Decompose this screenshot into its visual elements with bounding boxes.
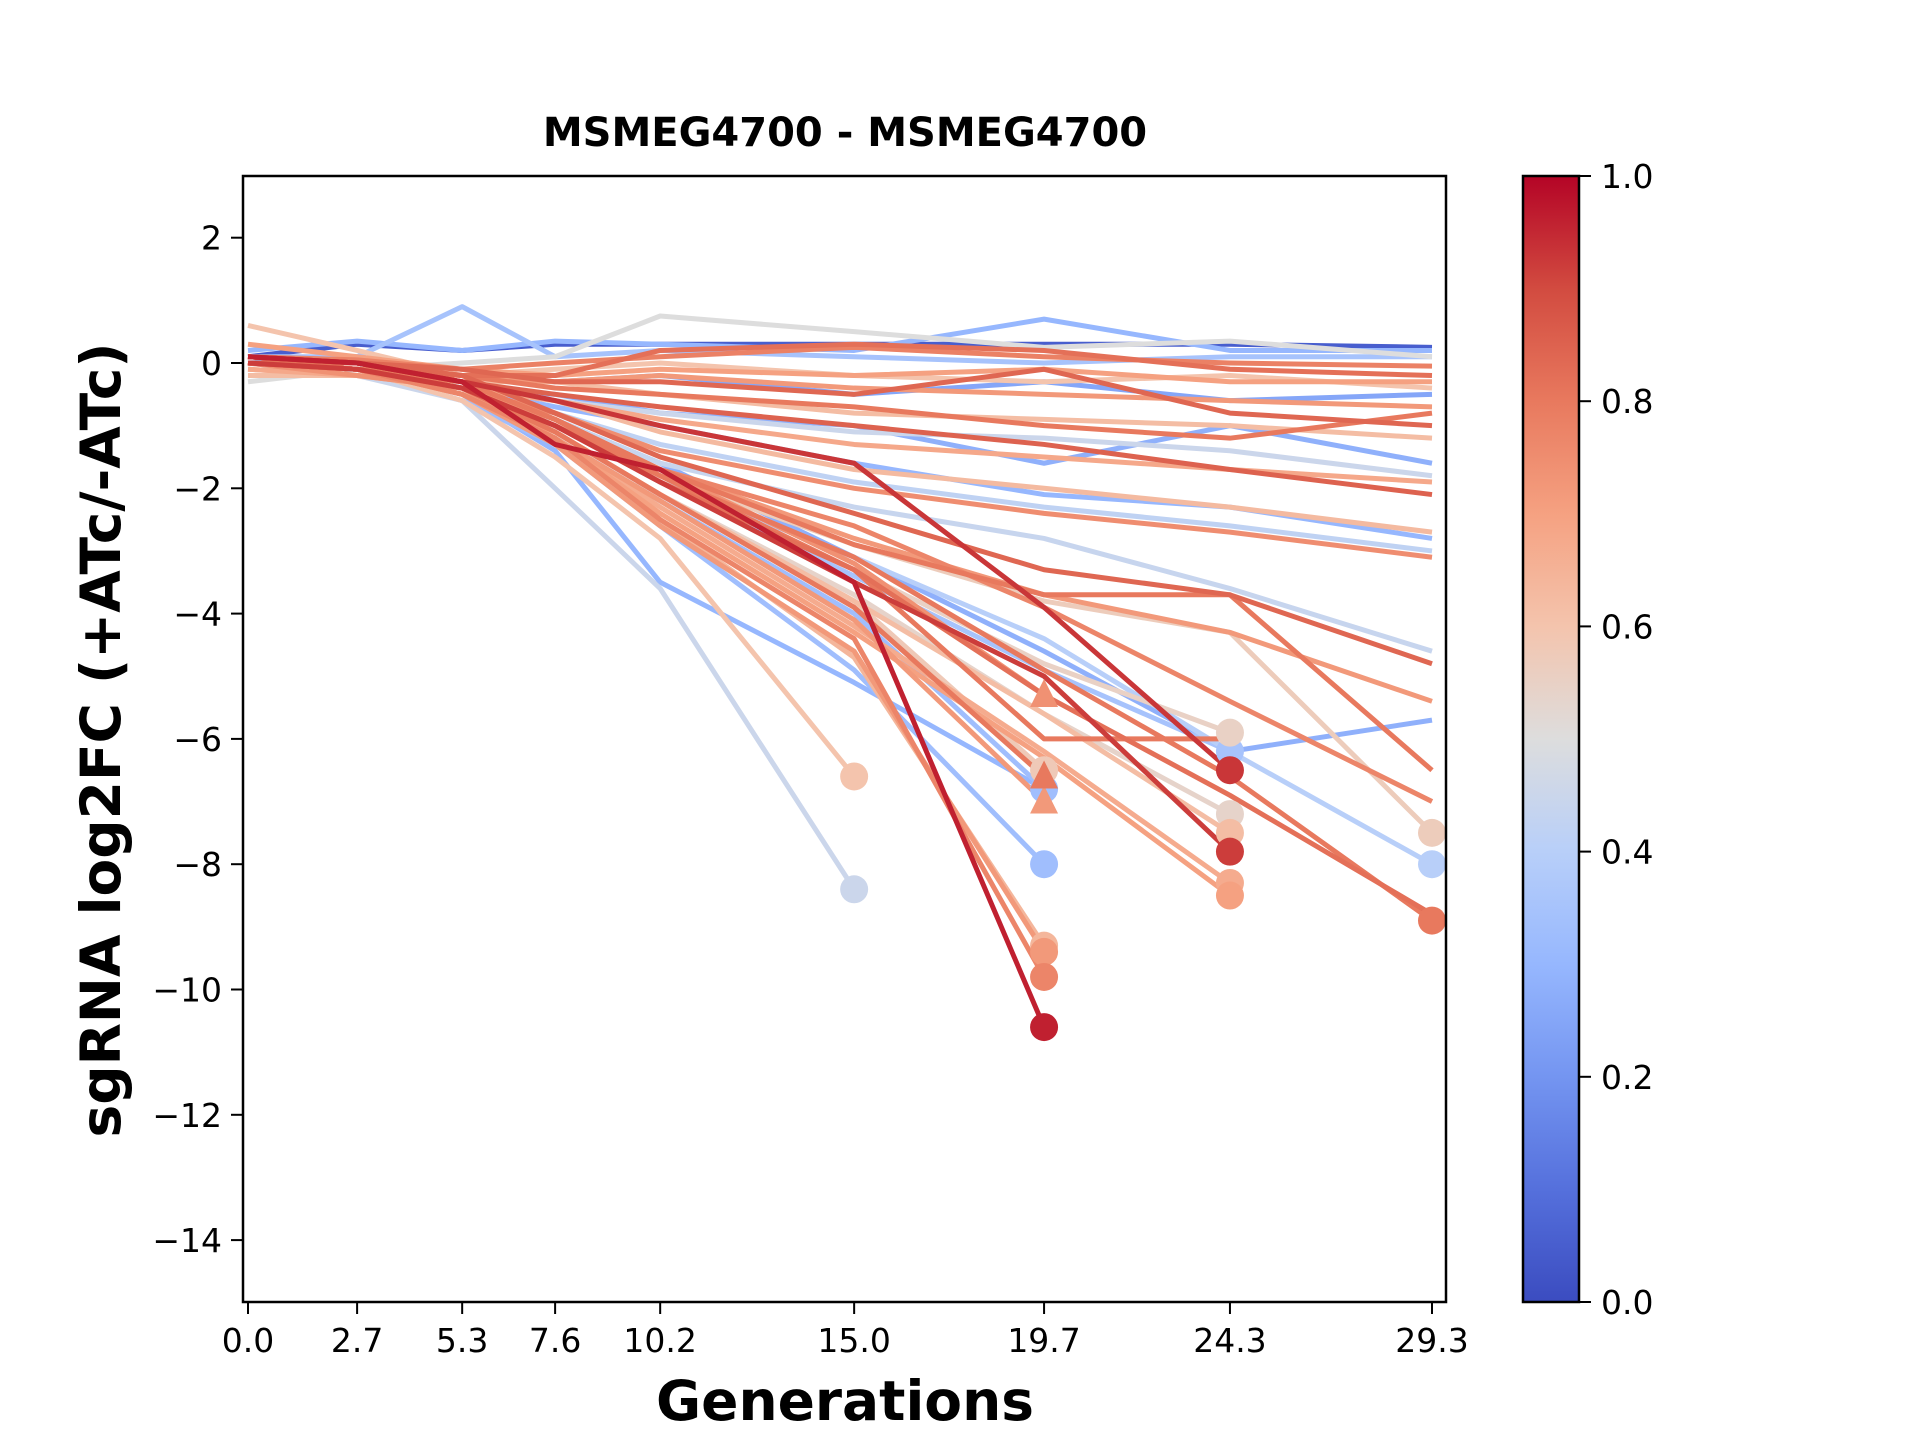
series-line xyxy=(247,360,1232,854)
endpoint-circle-marker xyxy=(1030,962,1059,991)
endpoint-circle-marker xyxy=(1030,850,1059,879)
endpoint-triangle-marker xyxy=(1030,679,1059,708)
y-tick-label: 2 xyxy=(201,219,222,258)
endpoint-circle-marker xyxy=(840,762,869,791)
x-tick-label: 24.3 xyxy=(1193,1321,1266,1360)
y-tick-label: −12 xyxy=(152,1096,222,1135)
x-tick-label: 7.6 xyxy=(529,1321,581,1360)
y-axis-label: sgRNA log2FC (+ATc/-ATc) xyxy=(69,342,133,1137)
endpoint-circle-marker xyxy=(840,875,869,904)
endpoint-circle-marker xyxy=(1418,818,1446,847)
endpoint-circle-marker xyxy=(1215,881,1244,910)
colorbar-tick-label: 0.8 xyxy=(1601,382,1653,421)
series-line xyxy=(248,304,1432,366)
x-axis: 0.0 2.7 5.3 7.6 10.2 15.0 19.7 24.3 29.3 xyxy=(222,1302,1469,1360)
endpoint-triangle-marker xyxy=(1030,760,1059,789)
colorbar-ticks: 0.0 0.2 0.4 0.6 0.8 1.0 xyxy=(1579,157,1653,1322)
x-tick-label: 15.0 xyxy=(817,1321,890,1360)
endpoint-circle-marker xyxy=(1215,718,1244,747)
y-axis: 2 0 −2 −4 −6 −8 −10 −12 −14 xyxy=(152,219,243,1260)
x-tick-label: 2.7 xyxy=(331,1321,383,1360)
series-line xyxy=(247,354,1047,1029)
colorbar-tick-label: 0.4 xyxy=(1601,833,1653,872)
marker-layer xyxy=(840,679,1446,1042)
y-tick-label: −14 xyxy=(152,1221,222,1260)
x-tick-label: 19.7 xyxy=(1007,1321,1080,1360)
x-tick-label: 10.2 xyxy=(623,1321,696,1360)
y-tick-label: 0 xyxy=(201,344,222,383)
chart-title: MSMEG4700 - MSMEG4700 xyxy=(543,110,1147,156)
x-tick-label: 29.3 xyxy=(1395,1321,1468,1360)
endpoint-circle-marker xyxy=(1030,937,1059,966)
endpoint-circle-marker xyxy=(1215,756,1244,785)
x-axis-label: Generations xyxy=(656,1369,1034,1433)
y-tick-label: −6 xyxy=(173,720,222,759)
x-tick-label: 5.3 xyxy=(436,1321,488,1360)
endpoint-circle-marker xyxy=(1418,906,1446,935)
endpoint-circle-marker xyxy=(1030,1013,1059,1042)
series-line xyxy=(247,360,1232,835)
series-layer xyxy=(247,304,1434,1029)
y-tick-label: −4 xyxy=(173,595,222,634)
x-tick-label: 0.0 xyxy=(222,1321,274,1360)
colorbar-tick-label: 0.2 xyxy=(1601,1058,1653,1097)
colorbar-gradient xyxy=(1521,174,1581,1304)
colorbar-tick-label: 0.6 xyxy=(1601,607,1653,646)
colorbar-tick-label: 0.0 xyxy=(1601,1283,1653,1322)
y-tick-label: −10 xyxy=(152,971,222,1010)
endpoint-circle-marker xyxy=(1215,837,1244,866)
colorbar: 0.0 0.2 0.4 0.6 0.8 1.0 xyxy=(1521,157,1653,1322)
y-tick-label: −2 xyxy=(173,469,222,508)
series-line xyxy=(247,316,1432,353)
y-tick-label: −8 xyxy=(173,845,222,884)
endpoint-circle-marker xyxy=(1418,850,1446,879)
endpoint-triangle-marker xyxy=(1030,785,1059,814)
colorbar-tick-label: 1.0 xyxy=(1601,157,1653,196)
